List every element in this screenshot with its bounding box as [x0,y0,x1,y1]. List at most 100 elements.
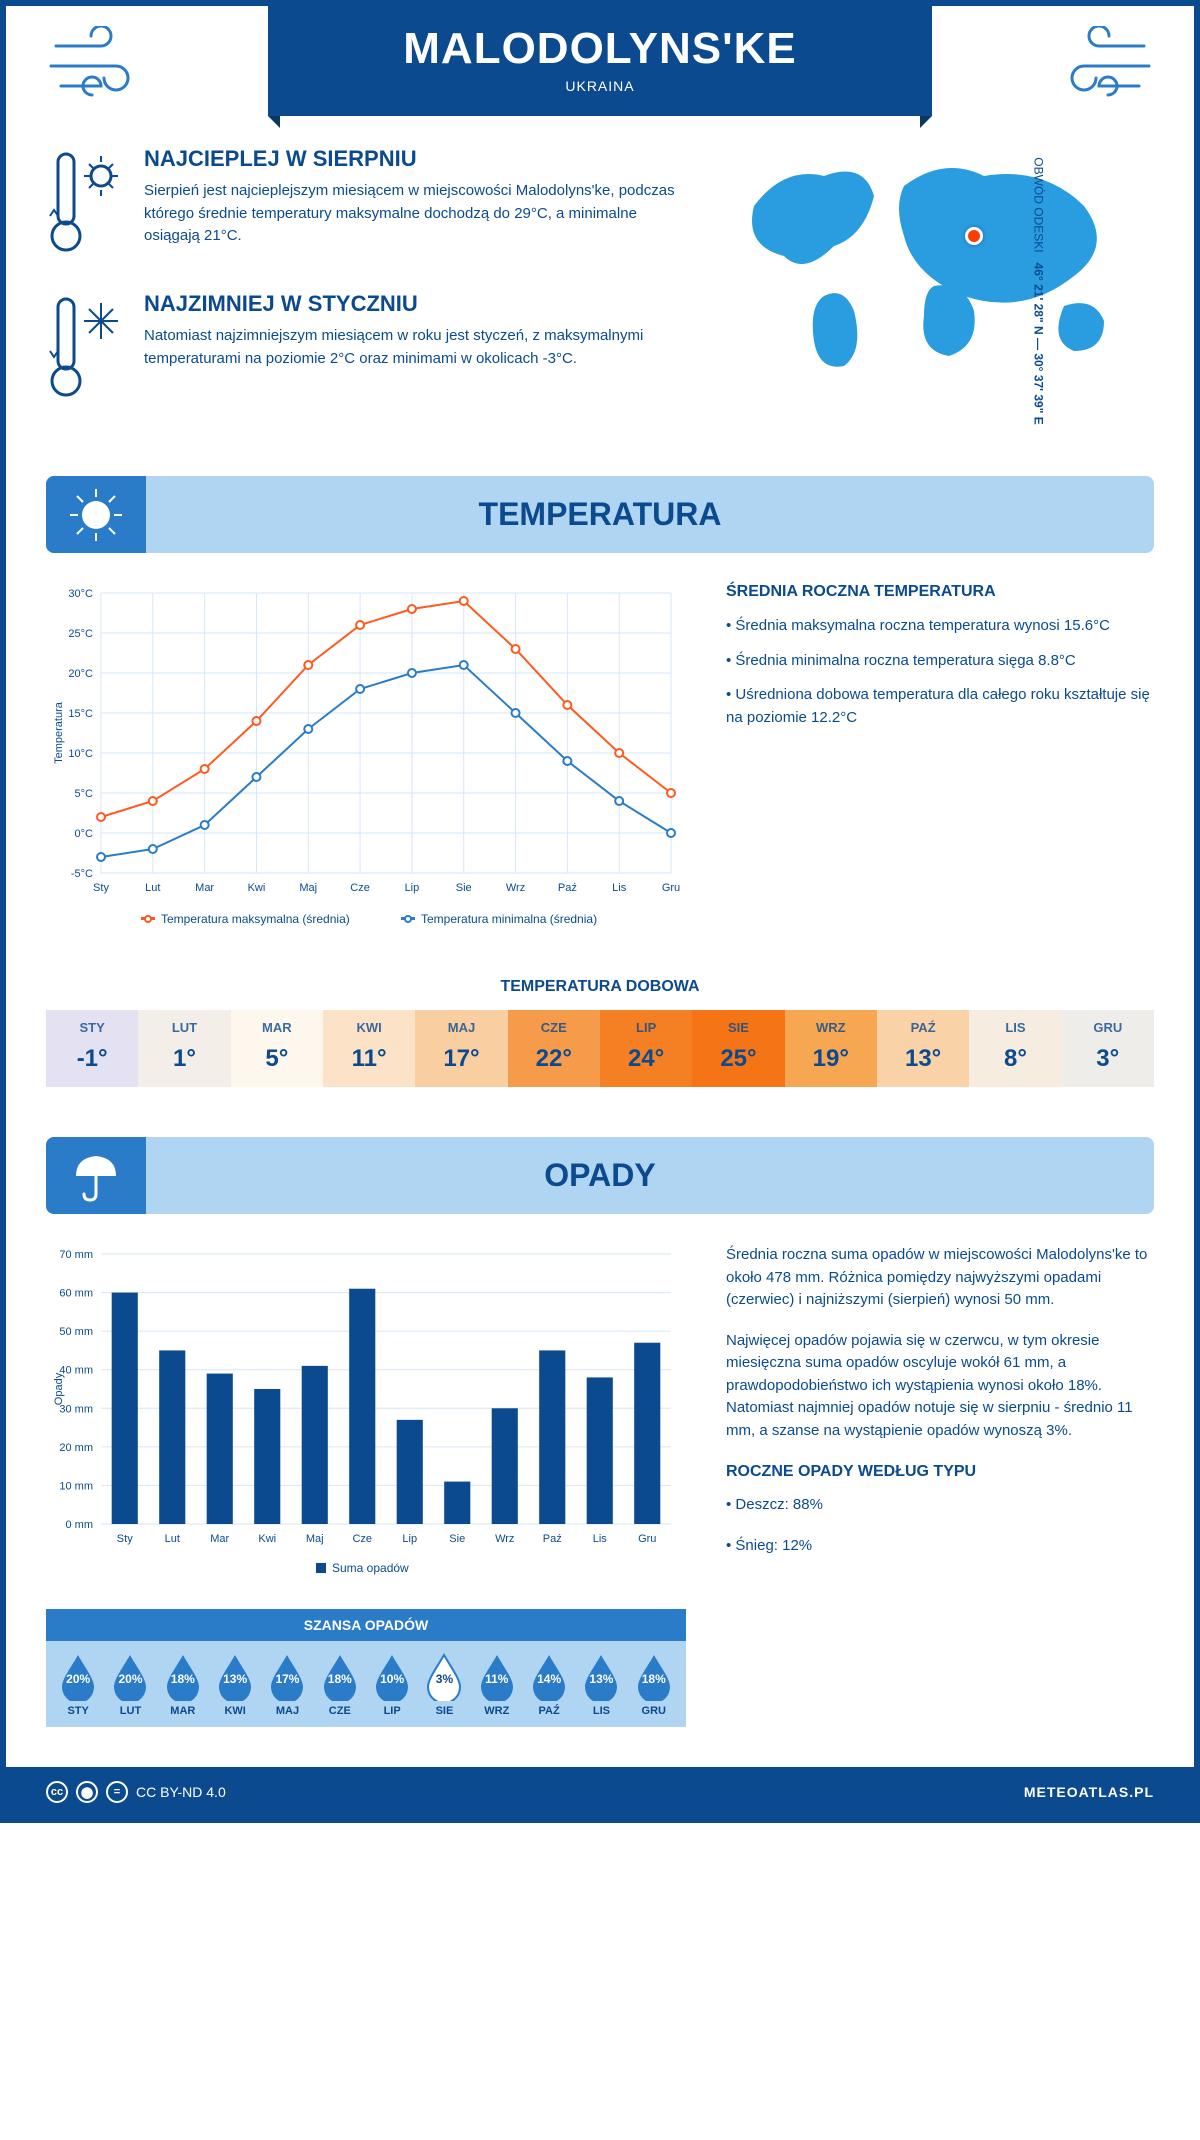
raindrop-icon: 18% [163,1653,203,1701]
cc-by-icon: ⬤ [76,1781,98,1803]
chance-cell: 17% MAJ [261,1653,313,1717]
coordinates-text: OBWÓD ODESKI 46° 21' 28" N — 30° 37' 39"… [1031,157,1045,424]
svg-text:5°C: 5°C [75,788,94,800]
umbrella-icon [46,1137,146,1214]
svg-text:Lip: Lip [402,1533,417,1545]
svg-text:Maj: Maj [299,882,317,894]
precip-para-1: Średnia roczna suma opadów w miejscowośc… [726,1244,1154,1312]
svg-text:70 mm: 70 mm [59,1249,93,1261]
precip-para-2: Najwięcej opadów pojawia się w czerwcu, … [726,1330,1154,1443]
coldest-block: NAJZIMNIEJ W STYCZNIU Natomiast najzimni… [46,291,694,406]
temp-info-line: • Średnia minimalna roczna temperatura s… [726,650,1154,673]
svg-text:Temperatura: Temperatura [53,701,65,764]
svg-text:10 mm: 10 mm [59,1480,93,1492]
svg-text:Cze: Cze [350,882,370,894]
svg-text:Temperatura minimalna (średnia: Temperatura minimalna (średnia) [421,912,597,926]
precip-chance-box: SZANSA OPADÓW 20% STY 20% LUT 18% MAR 13… [46,1609,686,1727]
title-banner: MALODOLYNS'KE UKRAINA [268,6,933,116]
raindrop-icon: 20% [58,1653,98,1701]
svg-text:Lut: Lut [165,1533,180,1545]
svg-text:Lis: Lis [593,1533,608,1545]
daily-temp-cell: PAŹ13° [877,1010,969,1087]
daily-temp-cell: STY-1° [46,1010,138,1087]
cc-nd-icon: = [106,1781,128,1803]
raindrop-icon: 3% [424,1653,464,1701]
svg-text:20°C: 20°C [68,668,93,680]
svg-text:Paź: Paź [543,1533,562,1545]
chance-title: SZANSA OPADÓW [46,1609,686,1641]
cc-icon: cc [46,1781,68,1803]
svg-text:Sie: Sie [456,882,472,894]
svg-text:0 mm: 0 mm [66,1519,94,1531]
chance-cell: 18% GRU [628,1653,680,1717]
svg-text:Suma opadów: Suma opadów [332,1561,409,1575]
daily-temp-cell: CZE22° [508,1010,600,1087]
wind-icon [1054,26,1154,106]
warmest-heading: NAJCIEPLEJ W SIERPNIU [144,146,694,172]
svg-text:60 mm: 60 mm [59,1288,93,1300]
daily-temp-cell: LIP24° [600,1010,692,1087]
svg-text:10°C: 10°C [68,748,93,760]
coldest-heading: NAJZIMNIEJ W STYCZNIU [144,291,694,317]
site-name: METEOATLAS.PL [1024,1784,1154,1800]
svg-text:Opady: Opady [53,1372,65,1405]
thermometer-snow-icon [46,291,126,406]
world-map [734,146,1154,376]
precip-type-line: • Śnieg: 12% [726,1535,1154,1558]
svg-text:Lut: Lut [145,882,160,894]
daily-temp-strip: STY-1°LUT1°MAR5°KWI11°MAJ17°CZE22°LIP24°… [46,1010,1154,1087]
location-title: MALODOLYNS'KE [268,24,933,74]
chance-cell: 3% SIE [418,1653,470,1717]
svg-text:20 mm: 20 mm [59,1442,93,1454]
svg-text:Mar: Mar [210,1533,229,1545]
svg-text:15°C: 15°C [68,708,93,720]
chance-cell: 10% LIP [366,1653,418,1717]
precip-section-header: OPADY [46,1137,1154,1214]
sun-icon [46,476,146,553]
daily-temp-title: TEMPERATURA DOBOWA [46,978,1154,996]
raindrop-icon: 13% [215,1653,255,1701]
svg-text:Sie: Sie [449,1533,465,1545]
wind-icon [46,26,146,106]
daily-temp-cell: MAR5° [231,1010,323,1087]
svg-text:Maj: Maj [306,1533,324,1545]
footer: cc ⬤ = CC BY-ND 4.0 METEOATLAS.PL [6,1767,1194,1817]
chance-cell: 20% STY [52,1653,104,1717]
svg-text:Lip: Lip [405,882,420,894]
svg-text:Gru: Gru [662,882,680,894]
svg-text:Mar: Mar [195,882,214,894]
raindrop-icon: 10% [372,1653,412,1701]
map-pin-icon [965,227,983,245]
warmest-block: NAJCIEPLEJ W SIERPNIU Sierpień jest najc… [46,146,694,261]
svg-text:Kwi: Kwi [248,882,266,894]
raindrop-icon: 17% [267,1653,307,1701]
temp-info-line: • Uśredniona dobowa temperatura dla całe… [726,684,1154,729]
precip-type-line: • Deszcz: 88% [726,1494,1154,1517]
svg-text:Gru: Gru [638,1533,656,1545]
svg-text:Kwi: Kwi [258,1533,276,1545]
svg-text:Lis: Lis [612,882,627,894]
thermometer-sun-icon [46,146,126,261]
svg-text:25°C: 25°C [68,628,93,640]
svg-text:-5°C: -5°C [71,868,93,880]
daily-temp-cell: LUT1° [138,1010,230,1087]
chance-cell: 20% LUT [104,1653,156,1717]
daily-temp-cell: MAJ17° [415,1010,507,1087]
coldest-text: Natomiast najzimniejszym miesiącem w rok… [144,325,694,370]
svg-text:Sty: Sty [117,1533,133,1545]
chance-cell: 13% KWI [209,1653,261,1717]
raindrop-icon: 20% [110,1653,150,1701]
license-text: CC BY-ND 4.0 [136,1784,226,1800]
temperature-section-header: TEMPERATURA [46,476,1154,553]
daily-temp-cell: SIE25° [692,1010,784,1087]
daily-temp-cell: KWI11° [323,1010,415,1087]
svg-text:Sty: Sty [93,882,109,894]
raindrop-icon: 18% [320,1653,360,1701]
chance-cell: 13% LIS [575,1653,627,1717]
temp-info-line: • Średnia maksymalna roczna temperatura … [726,615,1154,638]
chance-cell: 18% CZE [314,1653,366,1717]
precip-type-heading: ROCZNE OPADY WEDŁUG TYPU [726,1460,1154,1484]
precip-bar-chart: 0 mm10 mm20 mm30 mm40 mm50 mm60 mm70 mmO… [46,1244,686,1589]
svg-text:Wrz: Wrz [495,1533,514,1545]
warmest-text: Sierpień jest najcieplejszym miesiącem w… [144,180,694,248]
